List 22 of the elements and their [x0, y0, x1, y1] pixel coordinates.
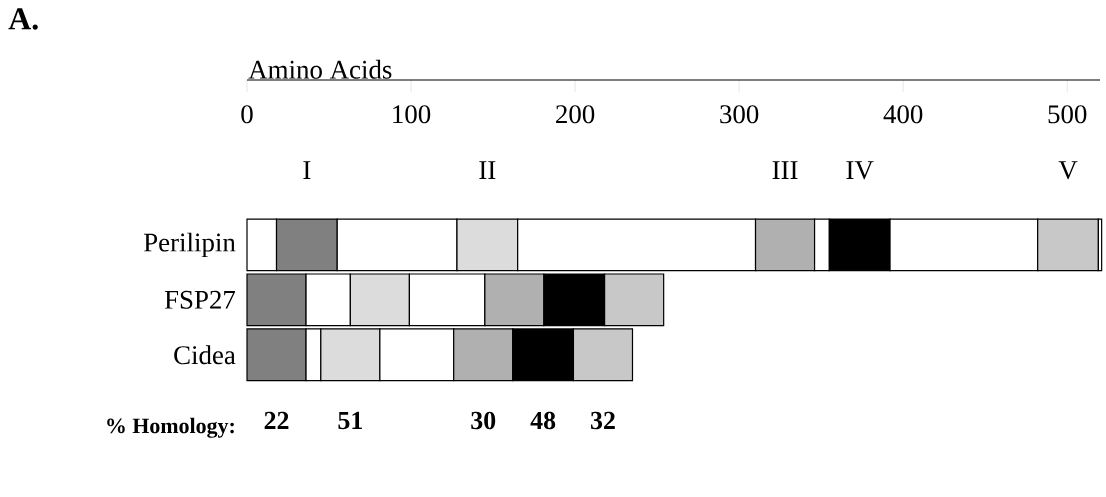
text: 32	[590, 411, 615, 430]
x-tick-label: 100	[393, 105, 431, 124]
y-tick-label: Cidea	[174, 345, 236, 365]
x-tick-label: 400	[883, 105, 923, 124]
y-tick-label: Perilipin	[143, 232, 236, 258]
y-tick-label: FSP27	[164, 290, 236, 309]
x-tick-label: 300	[720, 105, 759, 124]
x-tick-label: 200	[556, 105, 595, 124]
text: 48	[530, 411, 556, 430]
x-tick-label: 500	[1048, 105, 1087, 124]
series-label: II	[479, 161, 496, 179]
text: 22	[264, 411, 289, 429]
text: 30	[471, 411, 496, 430]
series-label: IV	[846, 161, 874, 180]
series-label: I	[303, 161, 311, 179]
x-axis-title: Amino Acids	[248, 59, 392, 79]
chart-title: A.	[8, 8, 38, 30]
series-label: V	[1058, 161, 1078, 180]
text: % Homology:	[107, 417, 234, 438]
x-tick-label: 0	[241, 105, 253, 124]
text: 51	[338, 411, 362, 430]
series-label: III	[772, 161, 798, 179]
